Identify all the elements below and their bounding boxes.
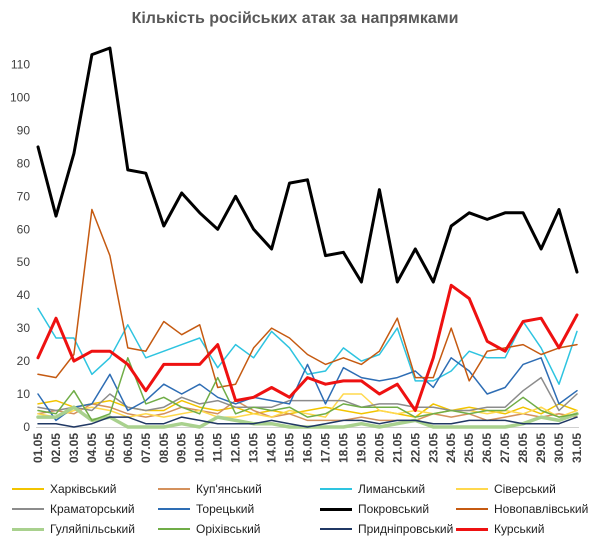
x-tick-label: 24.05	[444, 433, 458, 463]
legend-swatch	[158, 488, 190, 490]
x-tick-label: 06.05	[121, 433, 135, 463]
x-tick-label: 10.05	[193, 433, 207, 463]
series-line	[36, 283, 579, 412]
legend-label: Курський	[494, 522, 545, 536]
legend-swatch	[12, 527, 44, 531]
legend-swatch	[456, 488, 488, 490]
series-line	[37, 416, 578, 428]
x-tick-label: 31.05	[570, 433, 584, 463]
legend-label: Краматорський	[50, 502, 135, 516]
legend-label: Новопавлівський	[494, 502, 589, 516]
x-tick-label: 05.05	[103, 433, 117, 463]
legend-swatch	[12, 508, 44, 510]
y-tick-label: 30	[17, 321, 31, 335]
legend-label: Торецький	[196, 502, 255, 516]
x-tick-label: 27.05	[498, 433, 512, 463]
legend-swatch	[456, 527, 488, 531]
series-line	[37, 208, 578, 389]
legend-swatch	[12, 488, 44, 490]
legend-swatch	[158, 528, 190, 530]
legend-label: Придніпровський	[358, 522, 454, 536]
x-tick-label: 09.05	[175, 433, 189, 463]
x-tick-label: 18.05	[336, 433, 350, 463]
legend-item: Оріхівський	[158, 520, 261, 538]
y-tick-label: 70	[17, 189, 31, 203]
legend-swatch	[456, 508, 488, 510]
x-tick-label: 26.05	[480, 433, 494, 463]
legend-item: Новопавлівський	[456, 500, 588, 518]
x-tick-label: 07.05	[139, 433, 153, 463]
legend-item: Покровський	[320, 500, 429, 518]
x-tick-label: 29.05	[534, 433, 548, 463]
legend-swatch	[320, 528, 352, 530]
legend-swatch	[158, 508, 190, 510]
x-tick-label: 15.05	[283, 433, 297, 463]
y-tick-label: 110	[11, 57, 30, 71]
legend-item: Придніпровський	[320, 520, 453, 538]
series-layer	[36, 46, 579, 429]
x-tick-label: 28.05	[516, 433, 530, 463]
x-tick-label: 22.05	[408, 433, 422, 463]
legend-swatch	[320, 507, 352, 511]
legend: Харківський Куп'янський Лиманський Сіверськ…	[0, 478, 590, 540]
series-line	[37, 399, 578, 418]
legend-item: Торецький	[158, 500, 254, 518]
x-tick-label: 21.05	[390, 433, 404, 463]
legend-item: Сіверський	[456, 480, 556, 498]
x-tick-label: 25.05	[462, 433, 476, 463]
y-tick-label: 100	[10, 90, 30, 104]
y-tick-label: 80	[17, 156, 31, 170]
legend-item: Краматорський	[12, 500, 135, 518]
x-tick-label: 30.05	[552, 433, 566, 463]
x-tick-label: 13.05	[247, 433, 261, 463]
x-tick-label: 19.05	[354, 433, 368, 463]
legend-item: Лиманський	[320, 480, 425, 498]
y-axis: 0 10 20 30 40 50 60 70 80 90 100 110	[10, 57, 30, 434]
x-tick-label: 02.05	[49, 433, 63, 463]
series-line	[37, 307, 578, 385]
y-tick-label: 20	[17, 354, 31, 368]
x-tick-label: 17.05	[318, 433, 332, 463]
x-tick-label: 04.05	[85, 433, 99, 463]
legend-item: Гуляйпільський	[12, 520, 135, 538]
y-tick-label: 90	[17, 123, 31, 137]
y-tick-label: 10	[17, 387, 31, 401]
x-tick-label: 08.05	[157, 433, 171, 463]
series-line	[37, 376, 578, 412]
x-tick-label: 20.05	[372, 433, 386, 463]
x-tick-label: 03.05	[67, 433, 81, 463]
y-tick-label: 40	[17, 288, 31, 302]
legend-label: Харківський	[50, 482, 117, 496]
legend-item: Курський	[456, 520, 544, 538]
legend-swatch	[320, 488, 352, 490]
legend-item: Харківський	[12, 480, 116, 498]
x-axis: 01.05 02.05 03.05 04.05 05.05 06.05 07.05 08.05…	[31, 427, 584, 463]
series-line	[37, 393, 578, 418]
legend-label: Куп'янський	[196, 482, 262, 496]
y-tick-label: 60	[17, 222, 31, 236]
y-tick-label: 0	[23, 420, 30, 434]
chart-title: Кількість російських атак за напрямками	[131, 10, 459, 27]
series-line	[36, 46, 579, 284]
legend-label: Покровський	[358, 502, 430, 516]
x-tick-label: 12.05	[229, 433, 243, 463]
x-tick-label: 23.05	[426, 433, 440, 463]
x-tick-label: 14.05	[265, 433, 279, 463]
legend-item: Куп'янський	[158, 480, 262, 498]
line-chart: 0 10 20 30 40 50 60 70 80 90 100 110 01.05 02.05 03.0…	[10, 46, 584, 463]
legend-label: Лиманський	[358, 482, 426, 496]
legend-label: Оріхівський	[196, 522, 261, 536]
series-line	[37, 357, 578, 422]
legend-label: Сіверський	[494, 482, 556, 496]
legend-label: Гуляйпільський	[50, 522, 135, 536]
x-tick-label: 01.05	[31, 433, 45, 463]
y-tick-label: 50	[17, 255, 31, 269]
series-line	[37, 357, 578, 422]
x-tick-label: 11.05	[211, 433, 225, 463]
x-tick-label: 16.05	[301, 433, 315, 463]
